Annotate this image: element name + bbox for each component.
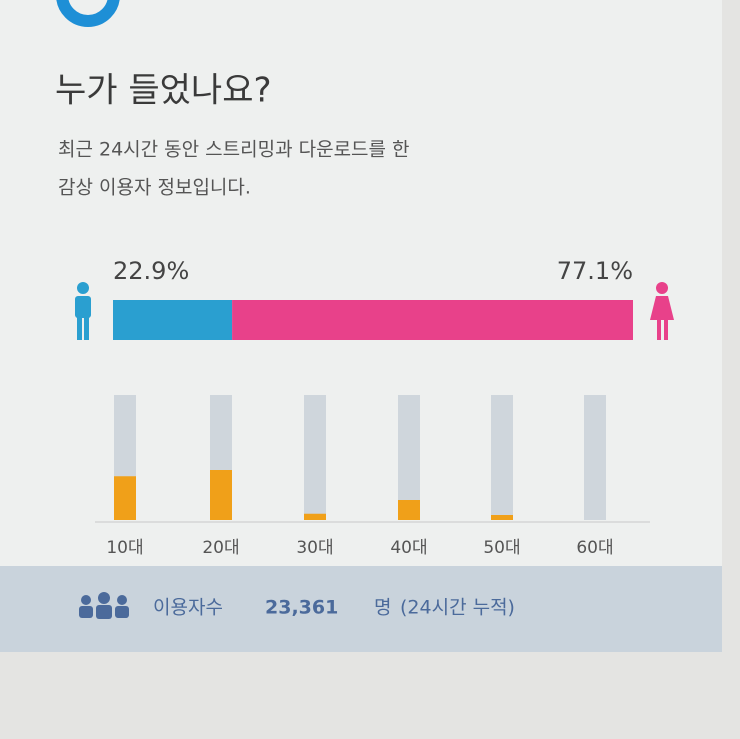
title: 누가 들었나요?	[55, 71, 272, 111]
bar	[398, 500, 420, 520]
x-tick-label: 20대	[202, 538, 239, 558]
female-icon	[650, 282, 674, 340]
x-tick-label: 50대	[483, 538, 520, 558]
gender-share-label: 22.9%	[113, 257, 189, 285]
bar	[491, 515, 513, 520]
bar	[210, 470, 232, 520]
x-tick-label: 40대	[390, 538, 427, 558]
bar-track	[304, 395, 326, 520]
gender-share-label: 77.1%	[557, 257, 633, 285]
x-tick-label: 60대	[576, 538, 613, 558]
footer-note: (24시간 누적)	[400, 597, 515, 619]
users-icon	[79, 592, 129, 619]
bar	[114, 476, 136, 520]
bar-track	[584, 395, 606, 520]
description-line: 최근 24시간 동안 스트리밍과 다운로드를 한	[58, 139, 410, 161]
footer-count: 23,361	[265, 597, 338, 619]
section-icon	[56, 0, 120, 27]
bar-track	[491, 395, 513, 520]
x-tick-label: 10대	[106, 538, 143, 558]
gender-segment	[113, 300, 233, 340]
bar-track	[398, 395, 420, 520]
x-tick-label: 30대	[296, 538, 333, 558]
gender-segment	[232, 300, 633, 340]
bar	[304, 513, 326, 520]
footer-label: 이용자수	[153, 597, 223, 619]
male-icon	[75, 282, 91, 340]
footer-unit: 명	[374, 597, 391, 619]
description-line: 감상 이용자 정보입니다.	[58, 177, 251, 199]
